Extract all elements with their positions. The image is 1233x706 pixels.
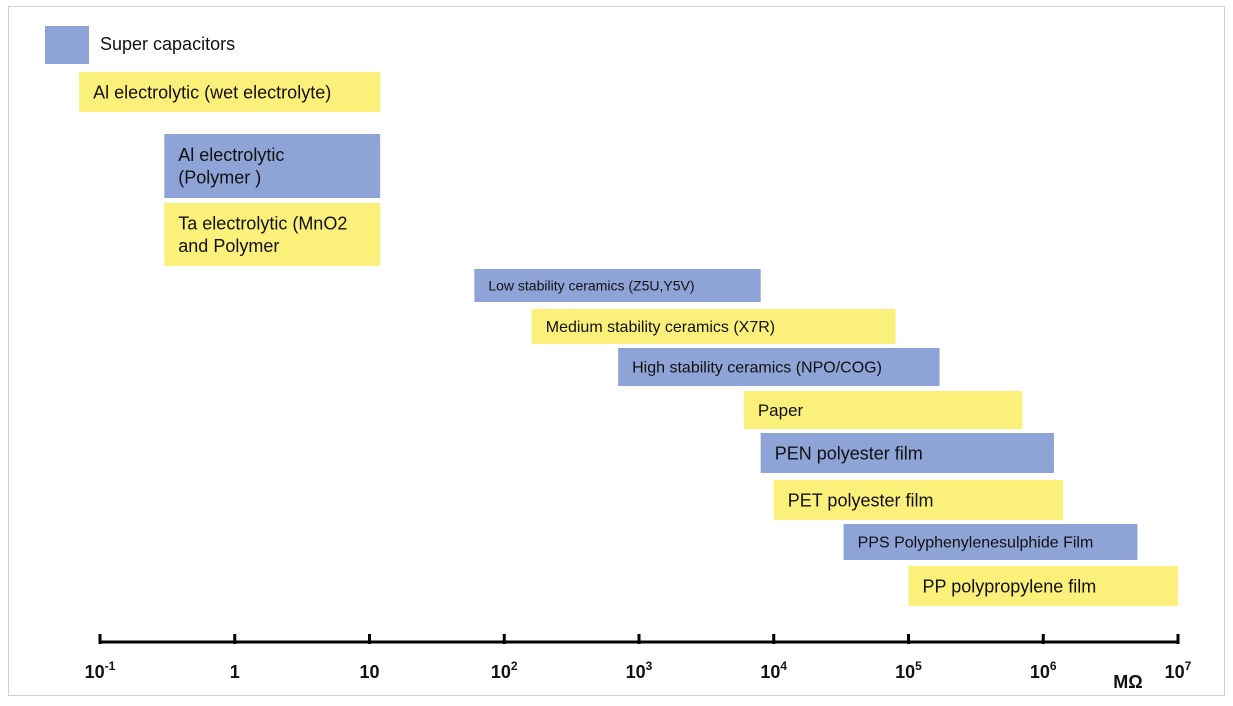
- bar-label: Ta electrolytic (MnO2 and Polymer: [178, 214, 347, 256]
- bar: [908, 566, 1178, 606]
- bar-group: Low stability ceramics (Z5U,Y5V): [474, 269, 761, 302]
- bar-label: Medium stability ceramics (X7R): [546, 319, 775, 336]
- bar-label-line: PPS Polyphenylenesulphide Film: [858, 535, 1094, 552]
- x-tick-label: 103: [626, 659, 653, 682]
- x-tick-exponent: 4: [780, 659, 787, 673]
- bar-label: PPS Polyphenylenesulphide Film: [858, 535, 1094, 552]
- bar: [773, 480, 1063, 520]
- legend-swatch-super-capacitors: [45, 26, 89, 64]
- x-tick-label: 105: [895, 659, 922, 682]
- x-tick-label: 1: [230, 662, 240, 682]
- bar: [164, 203, 381, 266]
- bar-group: Al electrolytic (wet electrolyte): [79, 72, 381, 112]
- bar-label-line: PEN polyester film: [775, 443, 923, 463]
- x-axis-unit-label: MΩ: [1113, 672, 1142, 692]
- bar-group: Paper: [743, 391, 1023, 429]
- bar: [618, 348, 940, 386]
- bar-group: High stability ceramics (NPO/COG): [618, 348, 940, 386]
- x-tick-exponent: -1: [105, 659, 116, 673]
- bar: [843, 524, 1138, 560]
- bar-label-line: Al electrolytic: [178, 145, 284, 165]
- bar-label: Paper: [758, 401, 804, 420]
- x-tick-exponent: 6: [1050, 659, 1057, 673]
- bar: [79, 72, 381, 112]
- bar-group: PP polypropylene film: [908, 566, 1178, 606]
- x-tick-base: 10: [760, 662, 780, 682]
- bar-label-line: Al electrolytic (wet electrolyte): [93, 82, 331, 102]
- x-tick-exponent: 3: [646, 659, 653, 673]
- bar: [474, 269, 761, 302]
- legend: Super capacitors: [45, 26, 235, 64]
- legend-label-super-capacitors: Super capacitors: [100, 34, 235, 54]
- bar-label: PP polypropylene film: [923, 576, 1097, 596]
- x-tick-base: 10: [1030, 662, 1050, 682]
- bar-group: Medium stability ceramics (X7R): [531, 309, 896, 344]
- x-tick-base: 10: [359, 662, 379, 682]
- bar: [760, 433, 1054, 473]
- x-tick-label: 10: [359, 662, 379, 682]
- bar-group: PET polyester film: [773, 480, 1063, 520]
- x-tick-base: 10: [895, 662, 915, 682]
- bar-label-line: Medium stability ceramics (X7R): [546, 319, 775, 336]
- x-tick-base: 10: [491, 662, 511, 682]
- bar-group: Ta electrolytic (MnO2 and Polymer: [164, 203, 381, 266]
- x-tick-label: 107: [1165, 659, 1192, 682]
- bar-label-line: Low stability ceramics (Z5U,Y5V): [488, 277, 694, 293]
- bar-label: Low stability ceramics (Z5U,Y5V): [488, 277, 694, 293]
- bar-label-line: PET polyester film: [788, 490, 934, 510]
- x-tick-label: 10-1: [85, 659, 116, 682]
- bars: Al electrolytic (wet electrolyte) Al elec…: [79, 72, 1178, 606]
- bar-label: PET polyester film: [788, 490, 934, 510]
- bar-label: High stability ceramics (NPO/COG): [632, 360, 882, 377]
- x-tick-label: 102: [491, 659, 518, 682]
- bar: [743, 391, 1023, 429]
- bar-label-line: (Polymer ): [178, 168, 261, 188]
- bar-label: Al electrolytic (Polymer ): [178, 145, 284, 188]
- bar-label-line: PP polypropylene film: [923, 576, 1097, 596]
- bar: [531, 309, 896, 344]
- x-tick-base: 10: [1165, 662, 1185, 682]
- bar-label: PEN polyester film: [775, 443, 923, 463]
- x-tick-exponent: 7: [1185, 659, 1192, 673]
- x-tick-base: 10: [85, 662, 105, 682]
- x-tick-label: 106: [1030, 659, 1057, 682]
- x-tick-base: 1: [230, 662, 240, 682]
- bar: [164, 134, 381, 198]
- bar-label-line: High stability ceramics (NPO/COG): [632, 360, 882, 377]
- bar-group: Al electrolytic (Polymer ): [164, 134, 381, 198]
- bar-label-line: Paper: [758, 401, 804, 420]
- x-tick-label: 104: [760, 659, 787, 682]
- x-tick-exponent: 2: [511, 659, 518, 673]
- bar-label: Al electrolytic (wet electrolyte): [93, 82, 331, 102]
- bar-group: PEN polyester film: [760, 433, 1054, 473]
- bar-label-line: Ta electrolytic (MnO2: [178, 214, 347, 234]
- bar-label-line: and Polymer: [178, 236, 279, 256]
- x-tick-exponent: 5: [915, 659, 922, 673]
- x-tick-base: 10: [626, 662, 646, 682]
- bar-group: PPS Polyphenylenesulphide Film: [843, 524, 1138, 560]
